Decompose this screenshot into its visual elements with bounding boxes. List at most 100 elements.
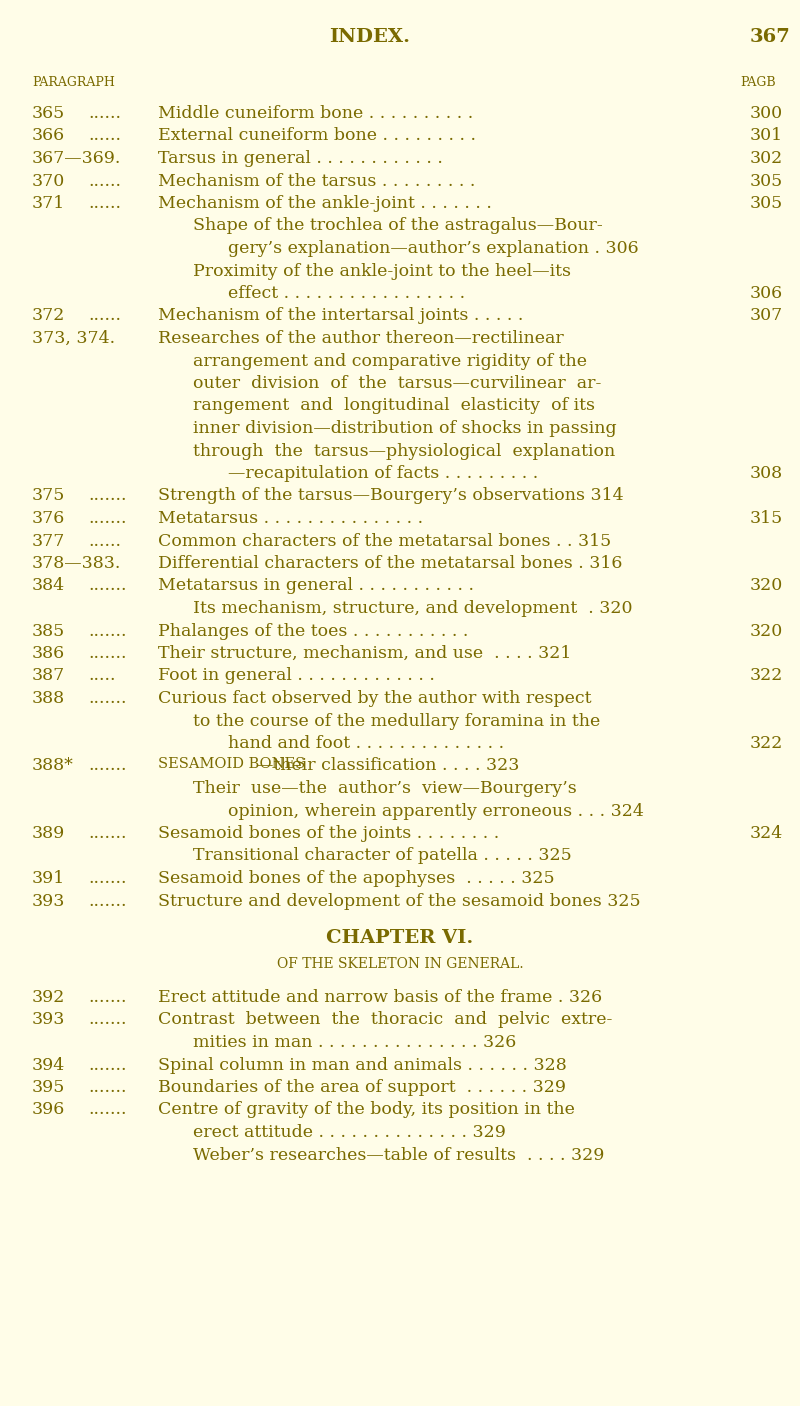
Text: Its mechanism, structure, and development  . 320: Its mechanism, structure, and developmen… <box>193 600 633 617</box>
Text: CHAPTER VI.: CHAPTER VI. <box>326 929 474 948</box>
Text: PAGB: PAGB <box>740 76 776 89</box>
Text: through  the  tarsus—physiological  explanation: through the tarsus—physiological explana… <box>193 443 615 460</box>
Text: INDEX.: INDEX. <box>330 28 410 46</box>
Text: inner division—distribution of shocks in passing: inner division—distribution of shocks in… <box>193 420 617 437</box>
Text: Their  use—the  author’s  view—Bourgery’s: Their use—the author’s view—Bourgery’s <box>193 780 577 797</box>
Text: 388: 388 <box>32 690 65 707</box>
Text: SESAMOID BONES: SESAMOID BONES <box>158 758 306 772</box>
Text: Metatarsus . . . . . . . . . . . . . . .: Metatarsus . . . . . . . . . . . . . . . <box>158 510 423 527</box>
Text: Researches of the author thereon—rectilinear: Researches of the author thereon—rectili… <box>158 330 564 347</box>
Text: Shape of the trochlea of the astragalus—Bour-: Shape of the trochlea of the astragalus—… <box>193 218 602 235</box>
Text: Sesamoid bones of the joints . . . . . . . .: Sesamoid bones of the joints . . . . . .… <box>158 825 499 842</box>
Text: Differential characters of the metatarsal bones . 316: Differential characters of the metatarsa… <box>158 555 622 572</box>
Text: .......: ....... <box>88 645 126 662</box>
Text: Centre of gravity of the body, its position in the: Centre of gravity of the body, its posit… <box>158 1101 575 1119</box>
Text: 322: 322 <box>750 735 783 752</box>
Text: gery’s explanation—author’s explanation . 306: gery’s explanation—author’s explanation … <box>228 240 638 257</box>
Text: Contrast  between  the  thoracic  and  pelvic  extre-: Contrast between the thoracic and pelvic… <box>158 1011 612 1029</box>
Text: Metatarsus in general . . . . . . . . . . .: Metatarsus in general . . . . . . . . . … <box>158 578 474 595</box>
Text: 324: 324 <box>750 825 783 842</box>
Text: Tarsus in general . . . . . . . . . . . .: Tarsus in general . . . . . . . . . . . … <box>158 150 443 167</box>
Text: to the course of the medullary foramina in the: to the course of the medullary foramina … <box>193 713 600 730</box>
Text: 315: 315 <box>750 510 783 527</box>
Text: 322: 322 <box>750 668 783 685</box>
Text: Sesamoid bones of the apophyses  . . . . . 325: Sesamoid bones of the apophyses . . . . … <box>158 870 554 887</box>
Text: 367—369.: 367—369. <box>32 150 122 167</box>
Text: 386: 386 <box>32 645 65 662</box>
Text: 391: 391 <box>32 870 66 887</box>
Text: ......: ...... <box>88 308 121 325</box>
Text: opinion, wherein apparently erroneous . . . 324: opinion, wherein apparently erroneous . … <box>228 803 644 820</box>
Text: Their structure, mechanism, and use  . . . . 321: Their structure, mechanism, and use . . … <box>158 645 571 662</box>
Text: 384: 384 <box>32 578 65 595</box>
Text: 395: 395 <box>32 1078 66 1097</box>
Text: 378—383.: 378—383. <box>32 555 122 572</box>
Text: Common characters of the metatarsal bones . . 315: Common characters of the metatarsal bone… <box>158 533 611 550</box>
Text: .......: ....... <box>88 758 126 775</box>
Text: Weber’s researches—table of results  . . . . 329: Weber’s researches—table of results . . … <box>193 1146 604 1164</box>
Text: 320: 320 <box>750 578 783 595</box>
Text: 300: 300 <box>750 105 783 122</box>
Text: .....: ..... <box>88 668 115 685</box>
Text: 387: 387 <box>32 668 66 685</box>
Text: hand and foot . . . . . . . . . . . . . .: hand and foot . . . . . . . . . . . . . … <box>228 735 504 752</box>
Text: .......: ....... <box>88 1011 126 1029</box>
Text: External cuneiform bone . . . . . . . . .: External cuneiform bone . . . . . . . . … <box>158 128 476 145</box>
Text: 305: 305 <box>750 173 783 190</box>
Text: ......: ...... <box>88 105 121 122</box>
Text: 306: 306 <box>750 285 783 302</box>
Text: ......: ...... <box>88 195 121 212</box>
Text: ......: ...... <box>88 533 121 550</box>
Text: 366: 366 <box>32 128 65 145</box>
Text: .......: ....... <box>88 1101 126 1119</box>
Text: .......: ....... <box>88 578 126 595</box>
Text: .......: ....... <box>88 893 126 910</box>
Text: .......: ....... <box>88 690 126 707</box>
Text: .......: ....... <box>88 510 126 527</box>
Text: 385: 385 <box>32 623 66 640</box>
Text: .......: ....... <box>88 870 126 887</box>
Text: 393: 393 <box>32 893 66 910</box>
Text: arrangement and comparative rigidity of the: arrangement and comparative rigidity of … <box>193 353 587 370</box>
Text: .......: ....... <box>88 1078 126 1097</box>
Text: OF THE SKELETON IN GENERAL.: OF THE SKELETON IN GENERAL. <box>277 957 523 972</box>
Text: Mechanism of the tarsus . . . . . . . . .: Mechanism of the tarsus . . . . . . . . … <box>158 173 475 190</box>
Text: .......: ....... <box>88 825 126 842</box>
Text: 367: 367 <box>750 28 790 46</box>
Text: —recapitulation of facts . . . . . . . . .: —recapitulation of facts . . . . . . . .… <box>228 465 538 482</box>
Text: Curious fact observed by the author with respect: Curious fact observed by the author with… <box>158 690 591 707</box>
Text: 305: 305 <box>750 195 783 212</box>
Text: 302: 302 <box>750 150 783 167</box>
Text: Strength of the tarsus—Bourgery’s observations 314: Strength of the tarsus—Bourgery’s observ… <box>158 488 624 505</box>
Text: Phalanges of the toes . . . . . . . . . . .: Phalanges of the toes . . . . . . . . . … <box>158 623 468 640</box>
Text: ......: ...... <box>88 128 121 145</box>
Text: Transitional character of patella . . . . . 325: Transitional character of patella . . . … <box>193 848 572 865</box>
Text: 394: 394 <box>32 1056 66 1074</box>
Text: 375: 375 <box>32 488 66 505</box>
Text: Mechanism of the intertarsal joints . . . . .: Mechanism of the intertarsal joints . . … <box>158 308 523 325</box>
Text: 393: 393 <box>32 1011 66 1029</box>
Text: 372: 372 <box>32 308 66 325</box>
Text: Structure and development of the sesamoid bones 325: Structure and development of the sesamoi… <box>158 893 641 910</box>
Text: Proximity of the ankle-joint to the heel—its: Proximity of the ankle-joint to the heel… <box>193 263 571 280</box>
Text: .......: ....... <box>88 988 126 1007</box>
Text: rangement  and  longitudinal  elasticity  of its: rangement and longitudinal elasticity of… <box>193 398 595 415</box>
Text: 301: 301 <box>750 128 783 145</box>
Text: 370: 370 <box>32 173 66 190</box>
Text: 377: 377 <box>32 533 66 550</box>
Text: 389: 389 <box>32 825 66 842</box>
Text: PARAGRAPH: PARAGRAPH <box>32 76 115 89</box>
Text: 392: 392 <box>32 988 66 1007</box>
Text: Mechanism of the ankle-joint . . . . . . .: Mechanism of the ankle-joint . . . . . .… <box>158 195 492 212</box>
Text: 371: 371 <box>32 195 66 212</box>
Text: 365: 365 <box>32 105 66 122</box>
Text: —their classification . . . . 323: —their classification . . . . 323 <box>256 758 519 775</box>
Text: .......: ....... <box>88 488 126 505</box>
Text: 320: 320 <box>750 623 783 640</box>
Text: .......: ....... <box>88 623 126 640</box>
Text: Erect attitude and narrow basis of the frame . 326: Erect attitude and narrow basis of the f… <box>158 988 602 1007</box>
Text: 396: 396 <box>32 1101 66 1119</box>
Text: Foot in general . . . . . . . . . . . . .: Foot in general . . . . . . . . . . . . … <box>158 668 435 685</box>
Text: .......: ....... <box>88 1056 126 1074</box>
Text: outer  division  of  the  tarsus—curvilinear  ar-: outer division of the tarsus—curvilinear… <box>193 375 602 392</box>
